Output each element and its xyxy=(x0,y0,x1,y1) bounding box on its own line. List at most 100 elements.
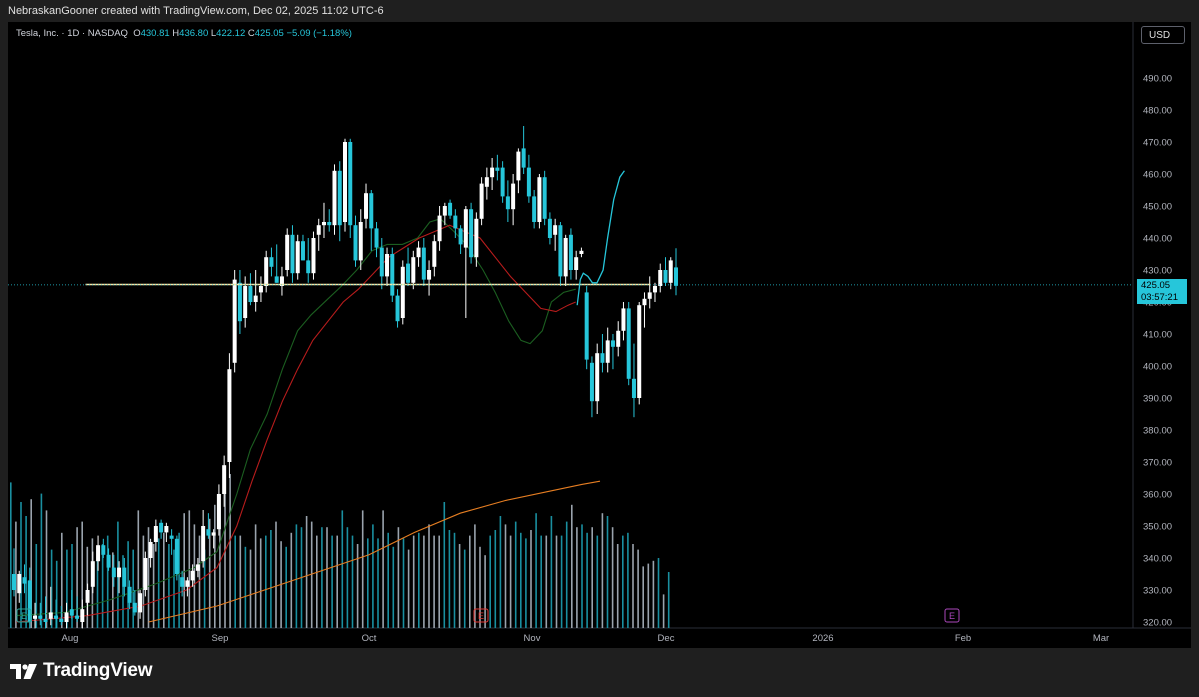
volume-bar xyxy=(356,544,359,628)
earnings-marker-label: E xyxy=(478,611,484,621)
volume-bar xyxy=(652,560,655,628)
candle-body xyxy=(33,615,38,619)
last-price-value: 425.05 xyxy=(1141,280,1171,291)
candle-body xyxy=(59,618,64,622)
volume-bar xyxy=(203,549,206,628)
candle-body xyxy=(185,580,190,587)
price-tick-label: 410.00 xyxy=(1143,330,1172,341)
volume-bar xyxy=(106,535,109,628)
price-tick-label: 430.00 xyxy=(1143,266,1172,277)
candle-body xyxy=(521,148,526,168)
currency-button[interactable]: USD xyxy=(1141,26,1185,44)
volume-bar xyxy=(504,524,507,628)
volume-bar xyxy=(489,535,491,628)
candle-body xyxy=(658,270,663,286)
open-value: 430.81 xyxy=(140,28,170,39)
volume-bar xyxy=(147,527,150,628)
candle-body xyxy=(416,247,421,258)
volume-bar xyxy=(407,549,410,628)
volume-bar xyxy=(30,499,32,628)
change-value: −5.09 (−1.18%) xyxy=(286,28,352,39)
volume-bar xyxy=(601,513,604,628)
volume-bar xyxy=(402,538,405,628)
symbol-info: Tesla, Inc. · 1D · NASDAQ xyxy=(16,28,128,39)
volume-bar xyxy=(346,527,349,628)
price-tick-label: 480.00 xyxy=(1143,106,1172,117)
volume-bar xyxy=(132,549,134,628)
candle-body xyxy=(589,362,594,402)
candle-body xyxy=(327,222,332,226)
volume-bar xyxy=(514,521,517,628)
candle-body xyxy=(490,167,495,178)
candle-body xyxy=(174,538,179,574)
candle-body xyxy=(195,564,200,571)
volume-bar xyxy=(25,516,27,628)
candle-body xyxy=(43,618,48,622)
volume-bar xyxy=(438,535,440,628)
candle-body xyxy=(27,580,32,622)
candle-body xyxy=(484,177,489,187)
volume-bar xyxy=(428,524,430,628)
volume-bar xyxy=(321,527,323,628)
candle-body xyxy=(637,305,642,398)
candle-body xyxy=(332,170,337,226)
candle-body xyxy=(111,567,116,578)
volume-bar xyxy=(642,566,644,628)
candle-body xyxy=(390,254,395,296)
candle-body xyxy=(38,615,43,619)
symbol-legend: Tesla, Inc. · 1D · NASDAQ O430.81 H436.8… xyxy=(16,28,352,39)
volume-bar xyxy=(550,516,553,628)
volume-bar xyxy=(229,474,231,628)
price-tick-label: 340.00 xyxy=(1143,554,1172,565)
candle-body xyxy=(206,529,211,536)
candle-body xyxy=(652,286,657,293)
candle-body xyxy=(411,257,416,283)
close-value: 425.05 xyxy=(254,28,284,39)
candle-body xyxy=(132,602,137,613)
tradingview-logo[interactable]: TradingView xyxy=(10,660,153,682)
candle-body xyxy=(237,282,242,322)
candle-body xyxy=(432,241,437,267)
volume-bar xyxy=(157,538,160,628)
volume-bar xyxy=(412,535,415,628)
price-tick-label: 350.00 xyxy=(1143,522,1172,533)
price-tick-label: 390.00 xyxy=(1143,394,1172,405)
price-tick-label: 490.00 xyxy=(1143,74,1172,85)
candle-body xyxy=(668,260,673,283)
price-chart[interactable]: 320.00 330.00 340.00 350.00 360.00 370.00 380.… xyxy=(8,22,1191,648)
volume-bar xyxy=(122,555,124,628)
candle-body xyxy=(164,526,169,533)
volume-bar xyxy=(667,572,670,628)
candle-body xyxy=(584,292,589,360)
candle-body xyxy=(285,234,290,270)
candle-body xyxy=(532,196,537,222)
volume-bar xyxy=(178,532,180,628)
candle-body xyxy=(80,609,85,622)
candle-body xyxy=(101,545,106,555)
volume-bar xyxy=(234,535,236,628)
earnings-marker xyxy=(944,608,960,623)
candle-body xyxy=(190,570,195,581)
volume-bar xyxy=(596,535,599,628)
earnings-marker-label: E xyxy=(949,611,955,621)
candle-body xyxy=(595,353,600,402)
volume-bar xyxy=(249,549,252,628)
volume-bar xyxy=(81,521,83,628)
volume-bar xyxy=(310,521,313,628)
time-tick-label: Dec xyxy=(658,633,675,644)
volume-bar xyxy=(61,532,63,628)
volume-bar xyxy=(530,530,532,628)
volume-bar xyxy=(606,516,609,628)
price-tick-label: 460.00 xyxy=(1143,170,1172,181)
volume-bar xyxy=(326,527,328,628)
candle-body xyxy=(379,247,384,277)
candle-body xyxy=(505,196,510,210)
chart-panel[interactable]: 320.00 330.00 340.00 350.00 360.00 370.00 380.… xyxy=(8,22,1191,648)
volume-bar xyxy=(474,524,476,628)
volume-bar xyxy=(586,532,588,628)
candle-body xyxy=(395,295,400,322)
candle-body xyxy=(153,526,158,542)
candle-body xyxy=(616,330,621,347)
candle-body xyxy=(453,215,458,229)
candle-body xyxy=(12,574,16,590)
